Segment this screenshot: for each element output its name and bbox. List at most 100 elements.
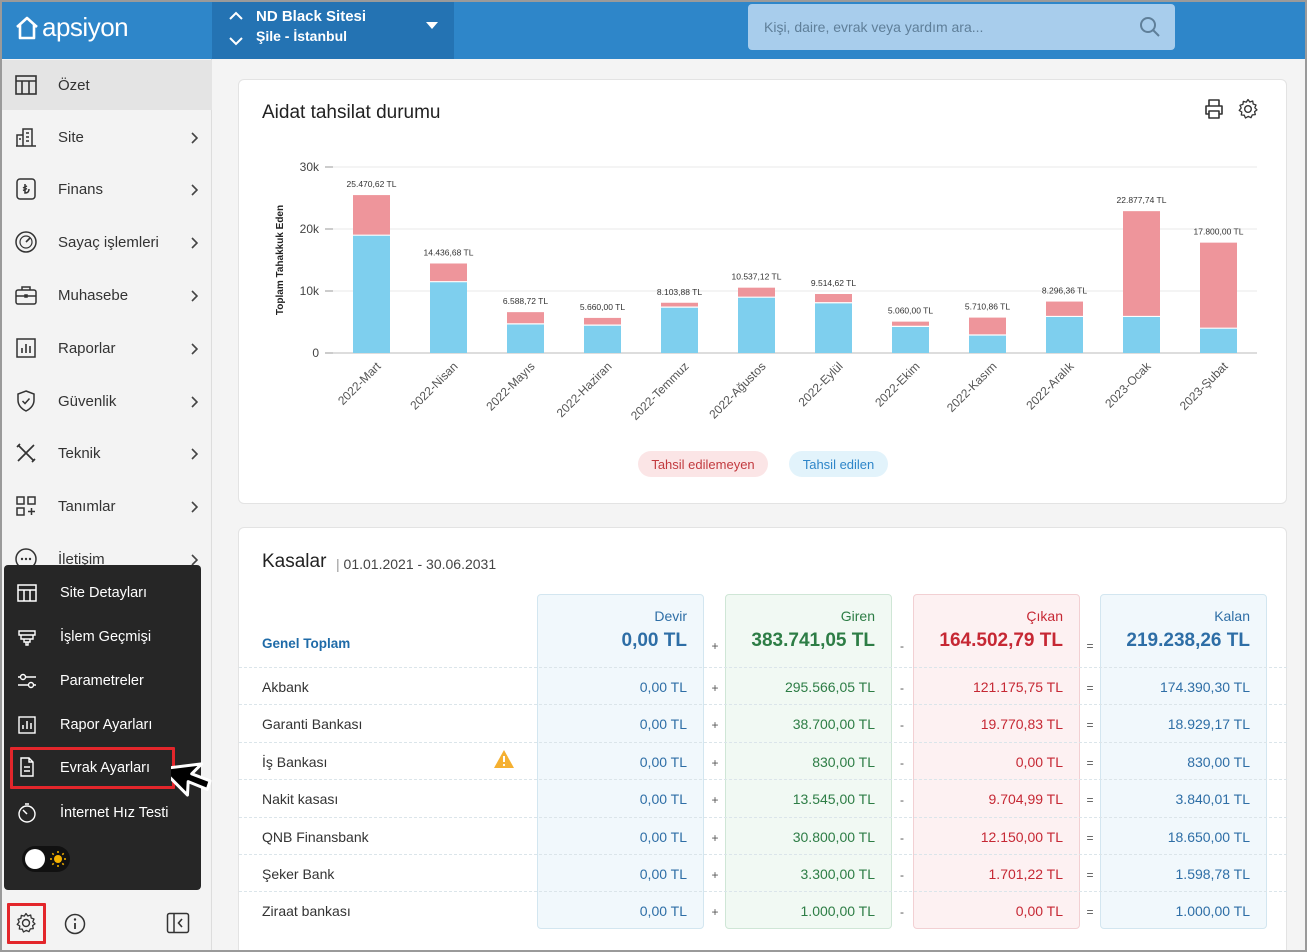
tools-icon (16, 443, 36, 463)
warning-icon[interactable] (493, 749, 515, 769)
row-divider (239, 891, 1287, 893)
logo[interactable]: apsiyon (14, 12, 129, 43)
op-plus: + (711, 793, 719, 808)
toggle-knob (25, 849, 45, 869)
sidebar-item-sayac[interactable]: Sayaç işlemleri (0, 217, 212, 267)
menu-item-parametreler[interactable]: Parametreler (4, 661, 201, 701)
y-tick-label: 30k (300, 160, 320, 174)
menu-item-evrak-ayarlari[interactable]: Evrak Ayarları (10, 747, 175, 789)
bar-total-label: 22.877,74 TL (1117, 195, 1167, 205)
row-divider (239, 816, 1287, 818)
chevron-right-icon (191, 501, 198, 513)
x-tick-label: 2022-Mayıs (483, 359, 537, 413)
row-divider (239, 854, 1287, 855)
cell-devir: 0,00 TL (639, 903, 687, 920)
x-tick-label: 2022-Temmuz (628, 359, 692, 423)
theme-toggle[interactable] (22, 846, 70, 872)
sidebar-item-tanimlar[interactable]: Tanımlar (0, 481, 212, 531)
legend-unpaid[interactable]: Tahsil edilemeyen (638, 451, 768, 477)
total-label: Genel Toplam (262, 636, 351, 651)
bar-total-label: 8.103,88 TL (657, 287, 702, 297)
legend-paid[interactable]: Tahsil edilen (789, 451, 888, 477)
bar-paid (584, 325, 621, 353)
cell-kalan: 1.000,00 TL (1175, 903, 1250, 920)
sidebar-item-ozet[interactable]: Özet (0, 60, 212, 110)
header-devir: Devir (654, 608, 687, 624)
bar-total-label: 8.296,36 TL (1042, 286, 1087, 296)
site-name: ND Black Sitesi (256, 8, 367, 25)
bank-name: QNB Finansbank (262, 828, 369, 845)
home-icon (16, 16, 38, 39)
cell-giren: 3.300,00 TL (800, 866, 875, 882)
gear-icon[interactable] (15, 912, 37, 934)
menu-item-label: Evrak Ayarları (60, 760, 150, 776)
op-eq: = (1086, 830, 1094, 845)
sidebar-item-raporlar[interactable]: Raporlar (0, 323, 212, 373)
chevron-right-icon (191, 290, 198, 302)
header-cikan: Çıkan (1026, 608, 1063, 624)
cell-devir: 0,00 TL (639, 679, 687, 695)
op-plus: + (711, 830, 719, 845)
sidebar-item-site[interactable]: Site (0, 112, 212, 162)
cell-kalan: 174.390,30 TL (1159, 679, 1250, 695)
row-divider (239, 741, 1287, 743)
sidebar-item-finans[interactable]: Finans (0, 164, 212, 214)
gear-icon[interactable] (1237, 98, 1259, 120)
bar-total-label: 5.660,00 TL (580, 302, 625, 312)
x-tick-label: 2023-Ocak (1102, 359, 1154, 411)
menu-item-internet-hiz-testi[interactable]: İnternet Hız Testi (4, 793, 201, 833)
date-range-text: 01.01.2021 - 30.06.2031 (343, 556, 497, 572)
cell-kalan: 3.840,01 TL (1175, 791, 1250, 808)
site-switcher[interactable]: ND Black Sitesi Şile - İstanbul (212, 0, 454, 59)
x-tick-label: 2023-Şubat (1177, 359, 1231, 413)
sidebar-item-guvenlik[interactable]: Güvenlik (0, 376, 212, 426)
bar-unpaid (892, 321, 929, 327)
menu-item-islem-gecmisi[interactable]: İşlem Geçmişi (4, 617, 201, 657)
sidebar-item-label: Teknik (58, 444, 101, 462)
bank-name: Nakit kasası (262, 791, 339, 808)
menu-item-label: Parametreler (60, 673, 144, 689)
op-plus: + (711, 681, 719, 695)
chevron-right-icon (191, 184, 198, 196)
cell-cikan: 9.704,99 TL (988, 791, 1063, 808)
chart-card: Aidat tahsilat durumu 0 10k 20k 30k Toplam T… (238, 79, 1287, 504)
total-devir: 0,00 TL (621, 630, 687, 651)
op-minus: - (900, 905, 904, 920)
header-kalan: Kalan (1214, 608, 1250, 624)
column-kalan (1100, 594, 1267, 929)
collapse-sidebar-icon[interactable] (166, 912, 190, 934)
sidebar-item-teknik[interactable]: Teknik (0, 428, 212, 478)
x-tick-label: 2022-Nisan (407, 359, 460, 412)
menu-item-rapor-ayarlari[interactable]: Rapor Ayarları (4, 705, 201, 745)
settings-menu: Site Detayları İşlem Geçmişi Parametrele… (4, 565, 201, 890)
sidebar-item-muhasebe[interactable]: Muhasebe (0, 270, 212, 320)
cell-kalan: 1.598,78 TL (1175, 866, 1250, 882)
menu-item-site-detaylari[interactable]: Site Detayları (4, 573, 201, 613)
sidebar-item-label: Finans (58, 180, 104, 198)
sidebar-item-label: Güvenlik (58, 392, 117, 410)
bar-total-label: 5.710,86 TL (965, 302, 1010, 312)
search-input[interactable] (764, 16, 1124, 38)
sidebar-item-label: Site (58, 128, 84, 146)
brand-name: apsiyon (42, 12, 129, 42)
info-icon[interactable] (64, 913, 86, 935)
column-giren (725, 594, 892, 929)
bar-unpaid (1123, 211, 1160, 317)
bank-name: İş Bankası (262, 753, 328, 770)
print-icon[interactable] (1203, 98, 1225, 120)
y-tick-label: 10k (300, 284, 320, 298)
building-icon (16, 128, 36, 147)
sidebar-item-label: Tanımlar (58, 497, 116, 515)
search-icon[interactable] (1139, 16, 1161, 38)
bar-total-label: 14.436,68 TL (424, 247, 474, 257)
cell-cikan: 0,00 TL (1015, 903, 1063, 920)
row-divider (239, 704, 1287, 706)
cell-devir: 0,00 TL (639, 716, 687, 733)
op-eq: = (1086, 681, 1094, 695)
chevron-right-icon (191, 396, 198, 408)
column-devir (537, 594, 704, 929)
bar-unpaid (815, 294, 852, 303)
top-bar: apsiyon ND Black Sitesi Şile - İstanbul (0, 0, 1307, 59)
grid-plus-icon (16, 496, 36, 516)
y-tick-label: 20k (300, 222, 320, 236)
